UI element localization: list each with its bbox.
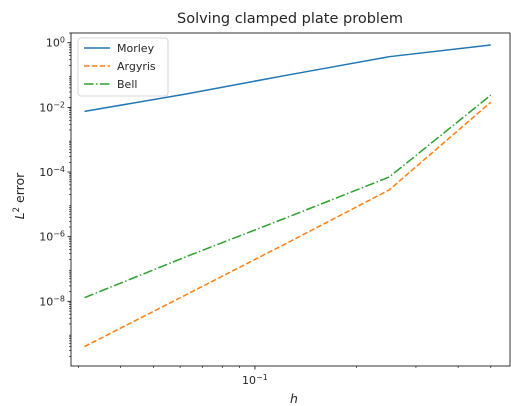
y-axis-label: L2 error xyxy=(12,172,27,219)
x-axis-label: h xyxy=(290,391,298,406)
series-line-bell xyxy=(84,94,492,299)
y-axis-label-superscript: 2 xyxy=(12,207,22,212)
y-tick-label: 10−6 xyxy=(39,229,65,244)
y-tick-label: 100 xyxy=(46,35,65,50)
legend-label-bell: Bell xyxy=(117,78,137,91)
y-tick-label: 10−8 xyxy=(39,294,65,309)
chart-title: Solving clamped plate problem xyxy=(177,11,403,27)
legend: Morley Argyris Bell xyxy=(77,37,169,97)
plot-area-frame xyxy=(70,32,511,367)
legend-label-argyris: Argyris xyxy=(117,60,156,73)
y-tick-label: 10−4 xyxy=(39,165,65,180)
tick-labels: 10−1 10−8 10−6 10−4 10−2 100 xyxy=(39,35,268,387)
series-line-morley xyxy=(84,44,491,113)
series-lines xyxy=(84,44,492,348)
x-tick-label: 10−1 xyxy=(242,373,268,388)
y-tick-label: 10−2 xyxy=(39,100,65,115)
legend-box xyxy=(77,37,169,97)
y-axis-label-prefix: L xyxy=(12,212,27,219)
y-axis-label-suffix: error xyxy=(12,172,27,207)
series-line-argyris xyxy=(84,101,492,348)
minor-ticks xyxy=(69,32,492,368)
legend-label-morley: Morley xyxy=(117,42,155,55)
major-ticks xyxy=(67,42,256,370)
